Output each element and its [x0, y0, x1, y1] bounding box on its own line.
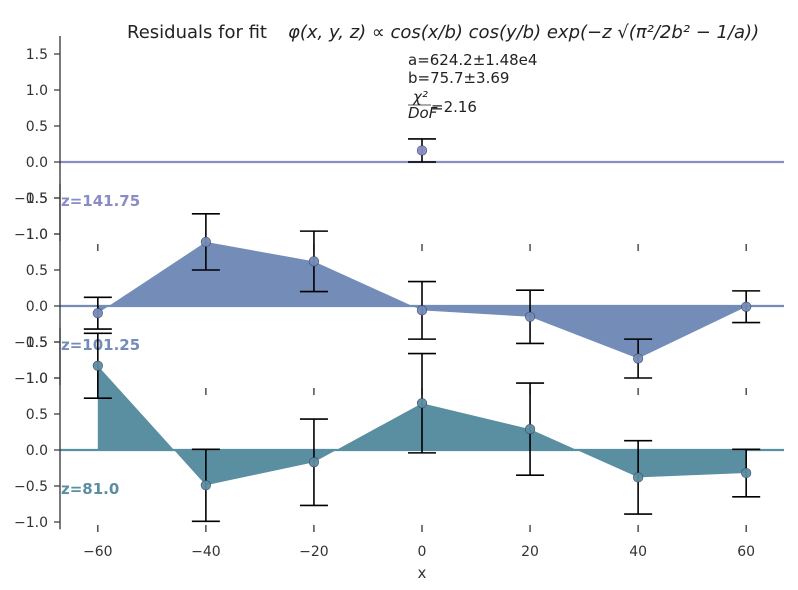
fit-param-a: a=624.2±1.48e4	[408, 51, 537, 69]
y-tick-label: 0.5	[26, 119, 48, 135]
panel-label: z=101.25	[61, 336, 140, 354]
data-point	[741, 301, 752, 312]
data-point	[416, 145, 428, 156]
x-tick-label: 40	[629, 544, 647, 560]
title-prefix: Residuals for fit	[127, 22, 267, 43]
y-tick-label: 0.0	[26, 155, 48, 171]
x-tick-label: 60	[737, 544, 755, 560]
data-point	[416, 398, 428, 409]
fit-param-b: b=75.7±3.69	[408, 69, 509, 87]
chi-denominator: DoF	[408, 104, 438, 122]
y-tick-label: −1.0	[14, 227, 48, 243]
y-tick-label: −0.5	[14, 479, 48, 495]
data-point	[524, 424, 536, 435]
y-tick-label: −1.0	[14, 371, 48, 387]
chi-value: =2.16	[431, 98, 477, 116]
x-tick-label: −40	[191, 544, 221, 560]
fit-annotation: a=624.2±1.48e4 b=75.7±3.69 χ² DoF =2.16	[408, 51, 537, 122]
y-tick-label: 0.0	[26, 299, 48, 315]
y-tick-label: 0.0	[26, 443, 48, 459]
panel-label: z=81.0	[61, 480, 119, 498]
x-tick-label: −60	[83, 544, 113, 560]
x-tick-label: −20	[299, 544, 329, 560]
data-point	[633, 472, 644, 483]
chi-numerator: χ²	[412, 88, 428, 106]
y-tick-label: 1.5	[26, 47, 48, 63]
y-tick-label: −0.5	[14, 335, 48, 351]
y-tick-label: 0.5	[26, 407, 48, 423]
data-point	[741, 467, 752, 479]
x-axis: −60 −40 −20 0 20 40 60 x	[83, 525, 755, 582]
data-point	[92, 308, 103, 319]
y-tick-label: 1.0	[26, 371, 48, 387]
figure-title: Residuals for fit φ(x, y, z) ∝ cos(x/b) …	[127, 22, 759, 43]
x-tick-label: 0	[418, 544, 427, 560]
y-tick-label: −1.0	[14, 515, 48, 531]
y-tick-label: 1.5	[26, 191, 48, 207]
title-formula: φ(x, y, z) ∝ cos(x/b) cos(y/b) exp(−z √(…	[288, 22, 759, 43]
x-tick-label: 20	[521, 544, 539, 560]
y-tick-label: −0.5	[14, 191, 48, 207]
data-point	[200, 480, 211, 491]
panel-z-101-25: −1.0 −0.5 0.0 0.5 1.0 1.5 z=101.25	[14, 183, 784, 387]
residual-area	[97, 241, 747, 359]
panels-group: −1.0 −0.5 0.0 0.5 1.0 1.5 z=141.75 −1.0 −0.5 0.0 0…	[14, 36, 784, 531]
panel-z-81-0: −1.0 −0.5 0.0 0.5 1.0 1.5 z=81.0	[14, 327, 784, 531]
y-tick-label: 1.0	[26, 83, 48, 99]
data-point	[308, 457, 320, 468]
panel-label: z=141.75	[61, 192, 140, 210]
y-tick-label: 1.0	[26, 227, 48, 243]
data-point	[200, 236, 211, 248]
data-point	[308, 256, 320, 267]
panel-z-141-75: −1.0 −0.5 0.0 0.5 1.0 1.5 z=141.75	[14, 36, 784, 243]
data-point	[92, 360, 103, 371]
y-tick-label: 0.5	[26, 263, 48, 279]
y-tick-label: 1.5	[26, 335, 48, 351]
x-axis-label: x	[418, 564, 427, 582]
data-point	[416, 305, 428, 316]
data-point	[633, 353, 644, 364]
data-point	[524, 311, 536, 322]
